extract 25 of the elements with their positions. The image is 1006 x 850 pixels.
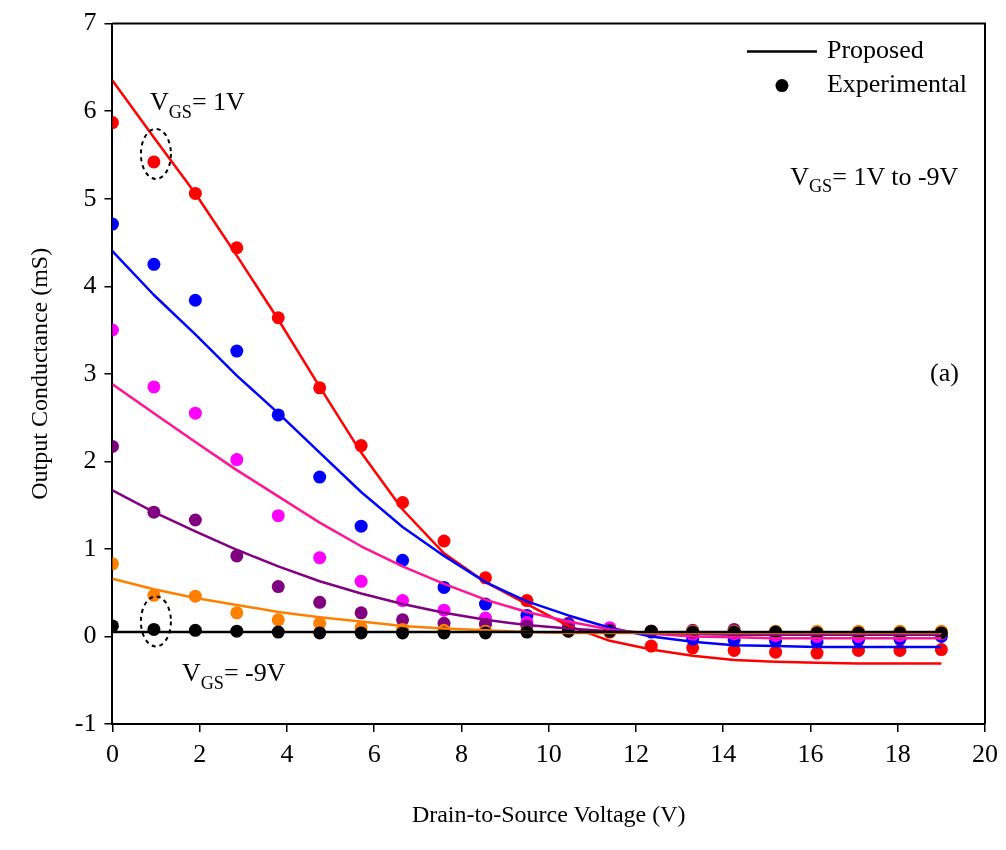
x-tick-label: 2 — [193, 739, 207, 769]
x-tick-label: 0 — [105, 739, 119, 769]
y-tick-label: -1 — [74, 707, 97, 737]
y-tick-label: 2 — [83, 445, 97, 475]
x-axis-title: Drain-to-Source Voltage (V) — [411, 800, 686, 827]
y-tick-label: 1 — [83, 532, 97, 562]
legend-label: Experimental — [826, 69, 968, 99]
x-tick-label: 4 — [280, 739, 294, 769]
y-tick-label: 5 — [83, 182, 97, 212]
y-tick-label: 3 — [83, 357, 97, 387]
y-axis-title: Output Conductance (mS) — [25, 247, 52, 500]
x-tick-label: 6 — [367, 739, 381, 769]
y-tick-label: 0 — [83, 620, 97, 650]
y-tick-label: 4 — [83, 270, 97, 300]
x-tick-label: 12 — [622, 739, 649, 769]
x-tick-label: 20 — [972, 739, 998, 769]
y-tick-label: 6 — [83, 94, 97, 124]
x-tick-label: 16 — [797, 739, 824, 769]
legend-label: Proposed — [826, 35, 924, 65]
annotation: (a) — [929, 357, 959, 387]
x-tick-label: 8 — [454, 739, 468, 769]
y-tick-label: 7 — [83, 7, 97, 37]
x-tick-label: 18 — [884, 739, 911, 769]
x-tick-label: 10 — [535, 739, 562, 769]
x-tick-label: 14 — [710, 739, 737, 769]
